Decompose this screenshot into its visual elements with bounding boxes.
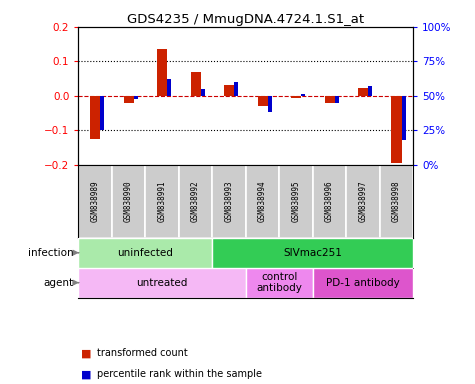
- Bar: [212, 238, 413, 268]
- Bar: [201, 89, 205, 96]
- Bar: [302, 94, 305, 96]
- Bar: [145, 165, 179, 238]
- Text: GSM838992: GSM838992: [191, 180, 200, 222]
- Bar: [380, 165, 413, 238]
- Bar: [134, 96, 138, 99]
- Bar: [324, 96, 334, 103]
- Bar: [369, 86, 372, 96]
- Text: PD-1 antibody: PD-1 antibody: [326, 278, 400, 288]
- Text: GSM838996: GSM838996: [325, 180, 334, 222]
- Text: uninfected: uninfected: [117, 248, 173, 258]
- Text: transformed count: transformed count: [97, 348, 188, 358]
- Bar: [257, 96, 267, 106]
- Text: GSM838993: GSM838993: [225, 180, 234, 222]
- Bar: [168, 79, 171, 96]
- Bar: [335, 96, 339, 103]
- Title: GDS4235 / MmugDNA.4724.1.S1_at: GDS4235 / MmugDNA.4724.1.S1_at: [127, 13, 364, 26]
- Bar: [313, 165, 346, 238]
- Text: ■: ■: [81, 348, 91, 358]
- Bar: [78, 268, 246, 298]
- Text: control
antibody: control antibody: [256, 272, 302, 293]
- Bar: [124, 96, 133, 103]
- Bar: [212, 165, 246, 238]
- Bar: [246, 268, 313, 298]
- Text: percentile rank within the sample: percentile rank within the sample: [97, 369, 262, 379]
- Bar: [179, 165, 212, 238]
- Bar: [224, 86, 234, 96]
- Bar: [313, 268, 413, 298]
- Bar: [157, 49, 167, 96]
- Bar: [235, 82, 238, 96]
- Bar: [78, 238, 212, 268]
- Text: ■: ■: [81, 369, 91, 379]
- Text: GSM838998: GSM838998: [392, 180, 401, 222]
- Text: GSM838994: GSM838994: [258, 180, 267, 222]
- Text: GSM838991: GSM838991: [158, 180, 167, 222]
- Text: GSM838989: GSM838989: [91, 180, 100, 222]
- Text: untreated: untreated: [136, 278, 188, 288]
- Bar: [190, 72, 200, 96]
- Text: agent: agent: [44, 278, 74, 288]
- Bar: [402, 96, 406, 140]
- Bar: [112, 165, 145, 238]
- Bar: [246, 165, 279, 238]
- Bar: [279, 165, 313, 238]
- Bar: [358, 88, 368, 96]
- Text: GSM838990: GSM838990: [124, 180, 133, 222]
- Bar: [90, 96, 100, 139]
- Bar: [346, 165, 380, 238]
- Text: GSM838997: GSM838997: [359, 180, 368, 222]
- Text: GSM838995: GSM838995: [292, 180, 301, 222]
- Bar: [78, 165, 112, 238]
- Bar: [391, 96, 401, 163]
- Bar: [101, 96, 104, 130]
- Bar: [268, 96, 272, 113]
- Text: infection: infection: [28, 248, 74, 258]
- Bar: [291, 96, 301, 98]
- Text: SIVmac251: SIVmac251: [284, 248, 342, 258]
